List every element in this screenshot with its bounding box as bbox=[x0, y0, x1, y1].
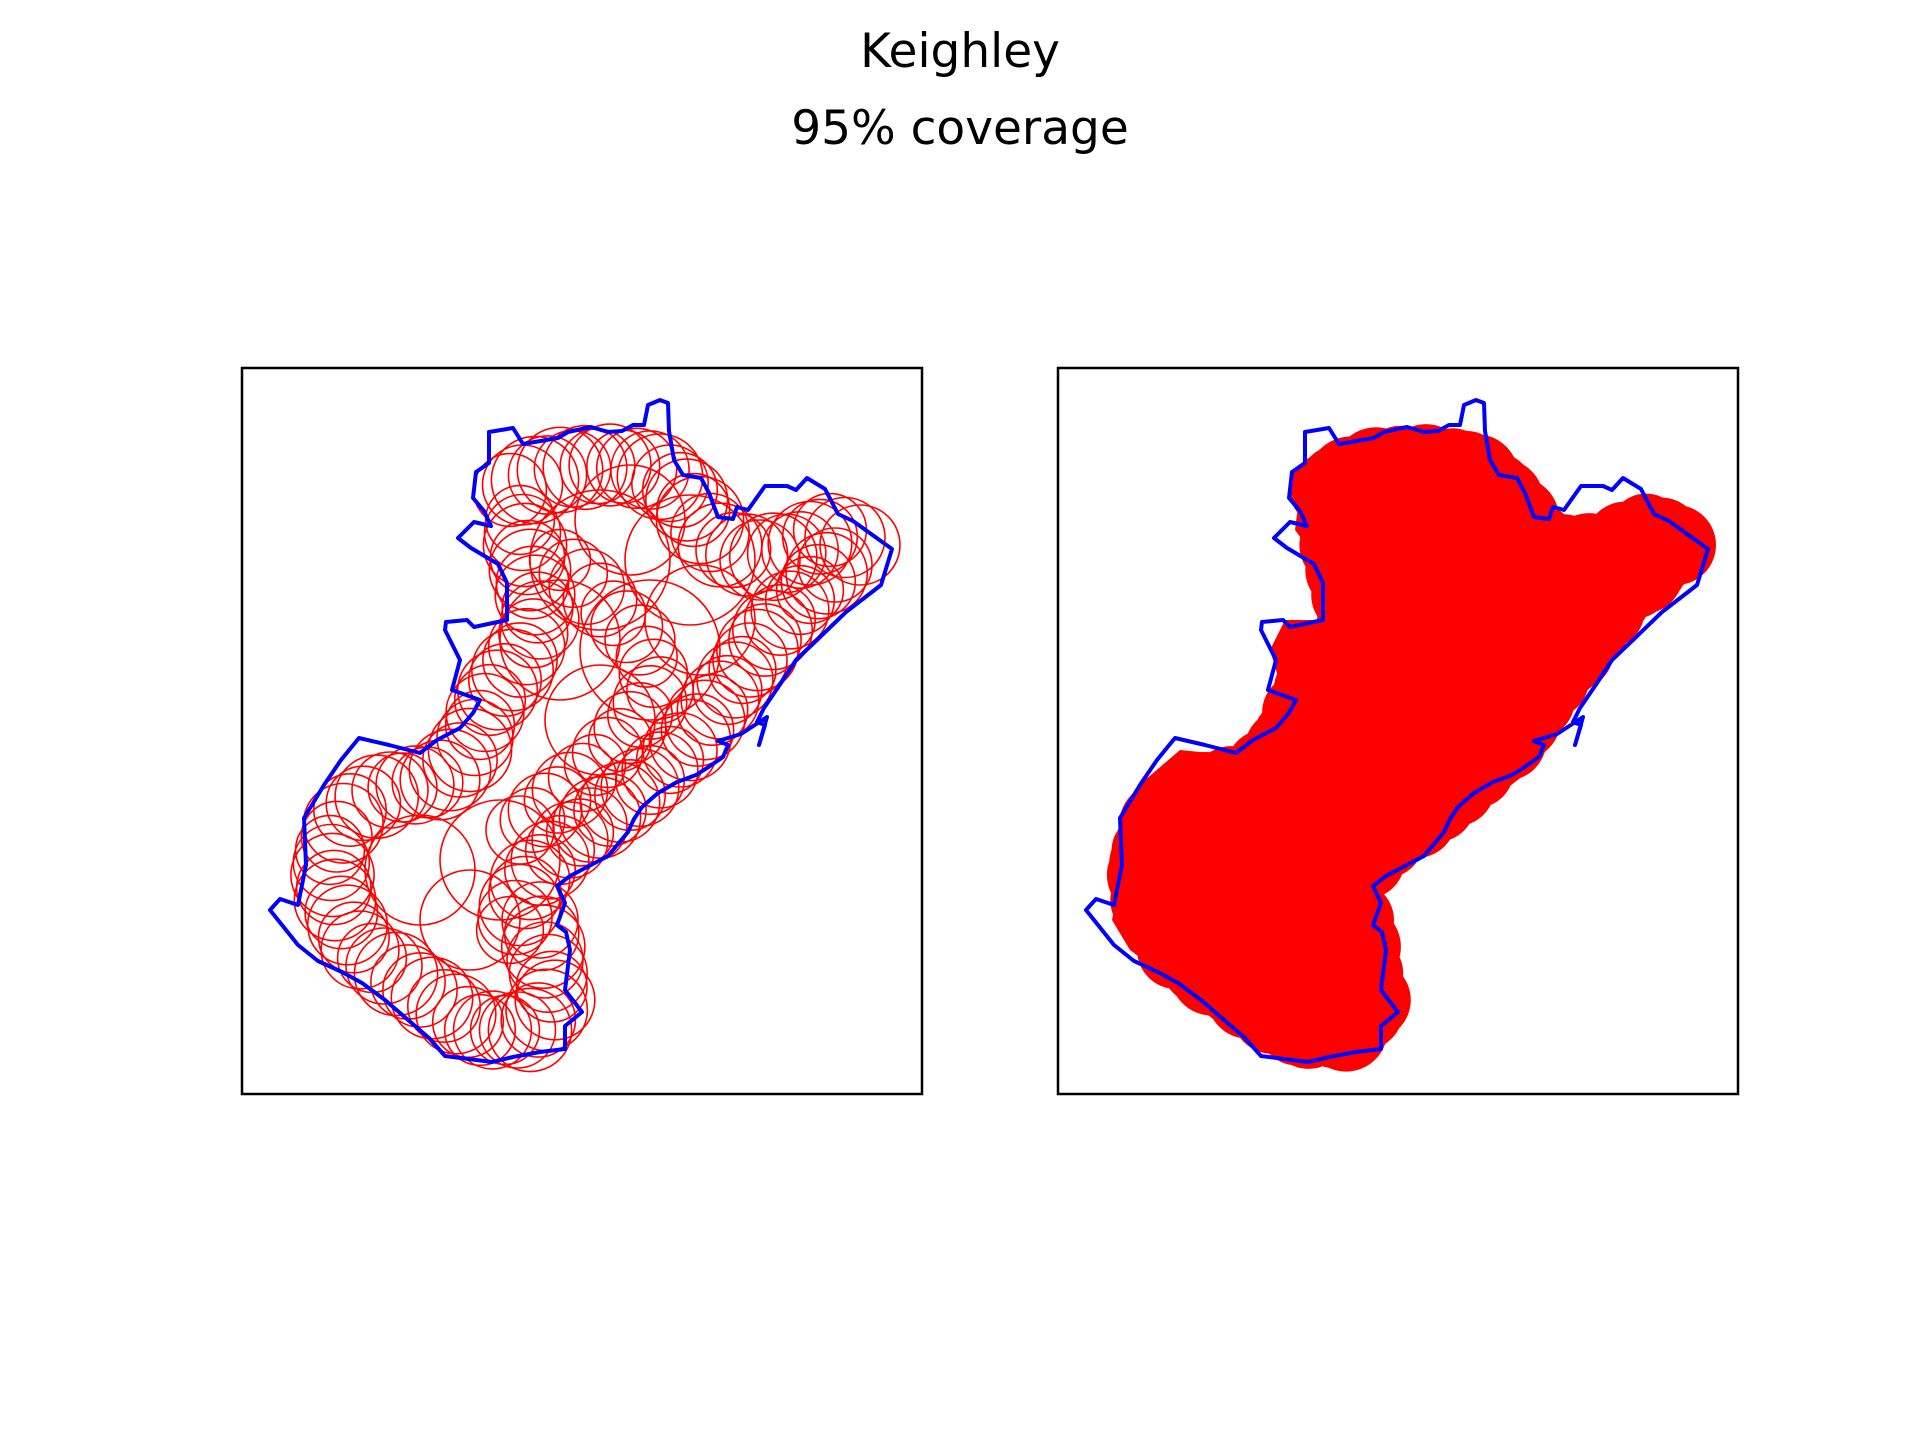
coverage-circle bbox=[548, 548, 626, 626]
coverage-circle bbox=[453, 663, 527, 737]
coverage-circle bbox=[467, 642, 542, 717]
coverage-circles bbox=[290, 423, 901, 1073]
coverage-circle bbox=[574, 464, 686, 576]
coverage-circle bbox=[494, 554, 576, 636]
coverage-circle bbox=[499, 579, 621, 701]
coverage-circle bbox=[781, 498, 859, 575]
coverage-circle bbox=[300, 800, 373, 873]
coverage-circle bbox=[593, 690, 667, 765]
coverage-circle bbox=[415, 973, 497, 1055]
coverage-disc bbox=[1614, 528, 1688, 602]
coverage-circle bbox=[562, 562, 638, 638]
coverage-circle bbox=[780, 543, 857, 620]
coverage-circle bbox=[515, 950, 588, 1023]
coverage-circle bbox=[489, 839, 571, 921]
coverage-disc bbox=[1361, 665, 1471, 775]
left-panel-frame bbox=[240, 366, 924, 1096]
coverage-circle bbox=[728, 603, 802, 677]
coverage-circle bbox=[644, 564, 756, 676]
coverage-circle bbox=[452, 990, 533, 1070]
coverage-circle bbox=[516, 426, 604, 514]
coverage-disc bbox=[1236, 870, 1336, 970]
coverage-circle bbox=[544, 664, 656, 776]
coverage-circle bbox=[443, 993, 517, 1067]
coverage-circle bbox=[488, 528, 572, 612]
coverage-circle bbox=[320, 910, 400, 990]
coverage-circle bbox=[499, 786, 566, 853]
coverage-circle bbox=[604, 604, 676, 676]
coverage-circle bbox=[475, 895, 545, 965]
coverage-circle bbox=[485, 795, 555, 865]
coverage-circle bbox=[676, 673, 749, 746]
coverage-circle bbox=[615, 625, 678, 688]
figure-title: Keighley bbox=[860, 24, 1060, 79]
coverage-circle bbox=[507, 772, 583, 848]
coverage-circle bbox=[563, 733, 627, 797]
coverage-circle bbox=[382, 952, 458, 1028]
coverage-area bbox=[1106, 424, 1716, 1072]
coverage-circle bbox=[785, 531, 869, 615]
coverage-circle bbox=[482, 502, 568, 588]
coverage-circle bbox=[531, 751, 609, 829]
coverage-disc bbox=[1461, 565, 1571, 675]
figure-subtitle: 95% coverage bbox=[791, 101, 1129, 156]
coverage-circle bbox=[487, 987, 573, 1073]
right-panel-frame bbox=[1056, 366, 1740, 1096]
coverage-circle bbox=[419, 869, 521, 971]
coverage-disc bbox=[1391, 465, 1501, 575]
coverage-circle bbox=[612, 664, 688, 740]
coverage-circle bbox=[590, 590, 664, 664]
coverage-circle bbox=[345, 927, 423, 1005]
coverage-circle bbox=[439, 799, 561, 921]
coverage-circle bbox=[529, 489, 671, 631]
coverage-circle bbox=[487, 607, 566, 686]
coverage-circle bbox=[542, 424, 628, 511]
coverage-circle bbox=[797, 527, 873, 603]
coverage-circle bbox=[568, 423, 652, 507]
coverage-circle bbox=[579, 579, 721, 721]
coverage-circle bbox=[743, 583, 816, 656]
coverage-circle bbox=[767, 500, 853, 586]
coverage-circle bbox=[427, 707, 513, 793]
coverage-circle bbox=[731, 589, 813, 671]
coverage-circle bbox=[523, 766, 592, 834]
coverage-circle bbox=[490, 435, 580, 525]
coverage-circle bbox=[484, 484, 556, 556]
coverage-circle bbox=[804, 496, 886, 579]
coverage-circle bbox=[304, 875, 379, 950]
keighley-boundary bbox=[1084, 398, 1710, 1064]
coverage-circle bbox=[367, 752, 438, 823]
coverage-circle bbox=[469, 994, 541, 1066]
coverage-circle bbox=[775, 555, 845, 625]
coverage-circle bbox=[719, 519, 801, 601]
coverage-circle bbox=[624, 494, 756, 626]
coverage-circle bbox=[712, 622, 788, 698]
coverage-circle bbox=[660, 693, 735, 767]
coverage-circle bbox=[498, 598, 569, 669]
coverage-circle bbox=[538, 538, 609, 609]
coverage-circle bbox=[290, 832, 375, 918]
coverage-circle bbox=[514, 959, 596, 1041]
coverage-circle bbox=[750, 570, 830, 650]
coverage-circle bbox=[547, 742, 618, 813]
coverage-circle bbox=[641, 451, 719, 529]
coverage-circle bbox=[764, 564, 836, 636]
keighley-boundary bbox=[268, 398, 894, 1064]
